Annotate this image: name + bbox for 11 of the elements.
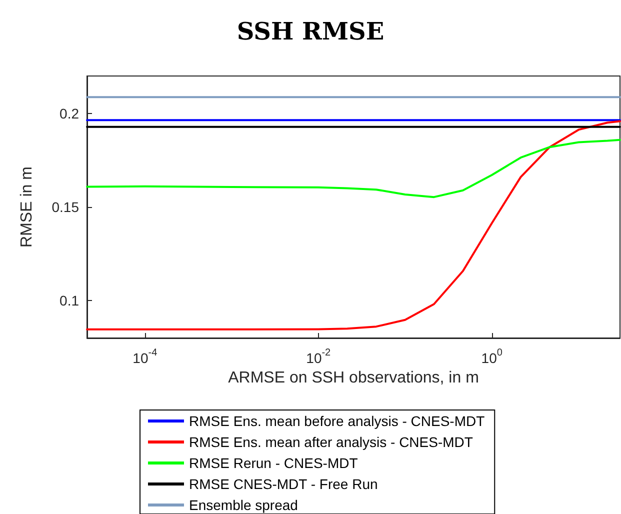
y-tick-label: 0.15 — [52, 199, 80, 215]
x-axis-title: ARMSE on SSH observations, in m — [228, 370, 479, 386]
legend-label: RMSE Ens. mean before analysis - CNES-MDT — [189, 413, 486, 429]
legend-label: Ensemble spread — [189, 497, 298, 513]
legend-label: RMSE Ens. mean after analysis - CNES-MDT — [189, 434, 474, 450]
y-tick-label: 0.1 — [60, 292, 80, 309]
legend-label: RMSE Rerun - CNES-MDT — [189, 455, 358, 471]
y-axis-title: RMSE in m — [18, 166, 36, 248]
legend-label: RMSE CNES-MDT - Free Run — [189, 476, 378, 492]
y-tick-label: 0.2 — [60, 105, 80, 122]
chart-title: SSH RMSE — [236, 16, 384, 46]
